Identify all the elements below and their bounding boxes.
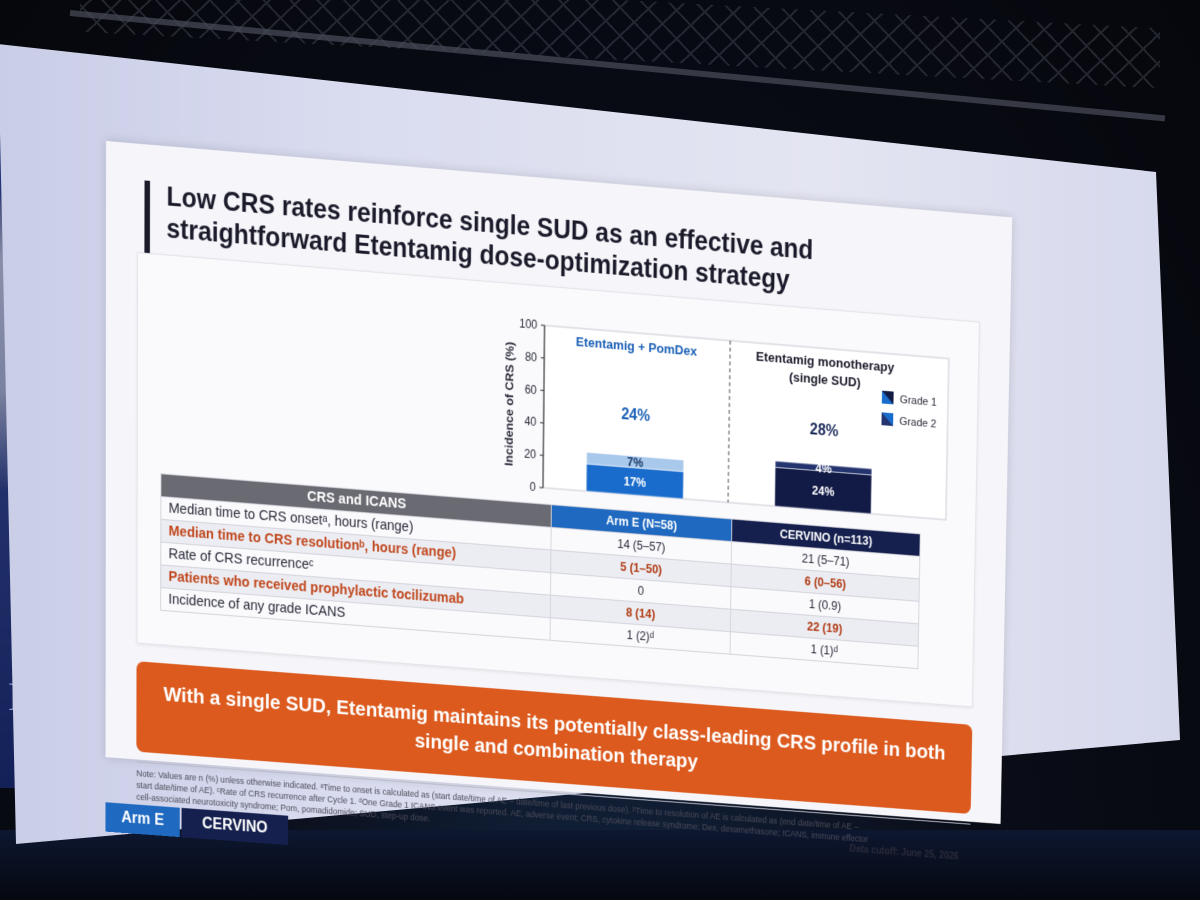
y-tick-label: 0 (530, 480, 536, 494)
bar-total-label: 24% (621, 406, 650, 426)
y-tick-label: 20 (524, 448, 536, 462)
bar-data-label: 24% (812, 483, 835, 499)
y-axis-title: Incidence of CRS (%) (502, 341, 516, 466)
y-tick-label: 40 (524, 415, 536, 429)
bar-data-label: 4% (815, 461, 832, 477)
bar-data-label: 17% (624, 474, 647, 490)
y-tick-label: 100 (519, 317, 537, 332)
bar-total-label: 28% (810, 421, 839, 441)
y-tick-label: 60 (525, 383, 537, 397)
bar-data-label: 7% (627, 454, 644, 470)
arm-e-tag: Arm E (105, 802, 179, 837)
slide: Low CRS rates reinforce single SUD as an… (106, 141, 1013, 824)
y-tick-label: 80 (525, 350, 537, 364)
stage-floor (0, 830, 1200, 900)
